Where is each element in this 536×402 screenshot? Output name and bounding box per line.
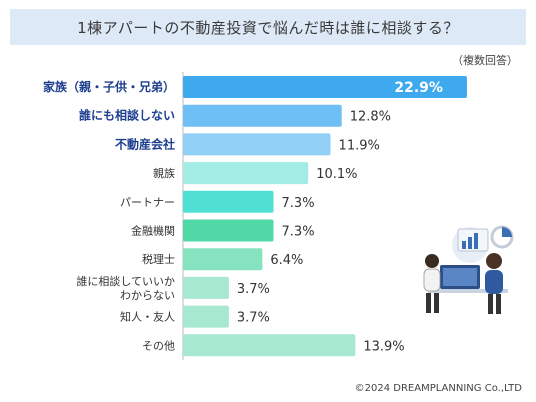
value-label-4: 7.3%: [282, 196, 315, 211]
category-label-1: 誰にも相談しない: [79, 108, 175, 123]
value-label-1: 12.8%: [350, 110, 391, 125]
category-label-5: 金融機関: [131, 224, 175, 238]
bar-3: [183, 162, 309, 185]
value-label-9: 13.9%: [363, 339, 404, 354]
value-label-5: 7.3%: [282, 225, 315, 240]
category-label-8: 知人・友人: [120, 310, 175, 324]
chart-title: 1棟アパートの不動産投資で悩んだ時は誰に相談する？: [77, 18, 459, 37]
bar-0: [183, 76, 467, 98]
category-label-4: パートナー: [120, 196, 175, 209]
category-label-9: その他: [142, 339, 175, 352]
value-label-7: 3.7%: [237, 282, 270, 297]
bar-8: [183, 305, 229, 328]
title-band: 1棟アパートの不動産投資で悩んだ時は誰に相談する？: [10, 9, 526, 45]
bar-5: [183, 219, 274, 242]
value-label-8: 3.7%: [237, 311, 270, 326]
people-analyzing-data-illustration: [423, 225, 514, 314]
copyright-footer: ©2024 DREAMPLANNING Co.,LTD: [354, 383, 522, 394]
category-label-0: 家族（親・子供・兄弟）: [43, 79, 175, 94]
category-label-7: 誰に相談していいかわからない: [76, 274, 175, 302]
value-label-6: 6.4%: [270, 253, 303, 268]
bar-2: [183, 133, 331, 156]
value-label-3: 10.1%: [316, 167, 357, 182]
category-label-2: 不動産会社: [115, 136, 175, 151]
multiple-answer-note: （複数回答）: [452, 54, 518, 67]
bar-4: [183, 190, 274, 213]
category-label-6: 税理士: [142, 252, 175, 266]
bar-6: [183, 248, 263, 271]
bar-9: [183, 334, 356, 357]
bar-1: [183, 104, 342, 127]
category-label-3: 親族: [153, 166, 175, 180]
value-label-0: 22.9%: [394, 80, 443, 96]
value-label-2: 11.9%: [339, 138, 380, 153]
bar-7: [183, 276, 229, 299]
